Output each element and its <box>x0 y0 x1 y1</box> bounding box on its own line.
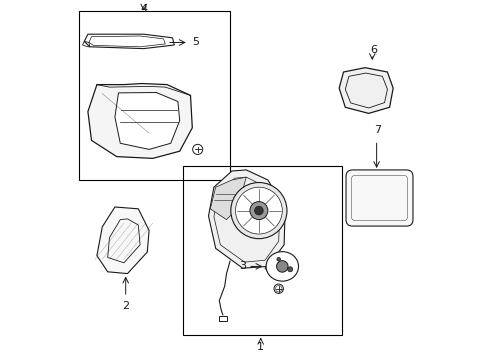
Polygon shape <box>210 177 246 220</box>
Polygon shape <box>88 84 192 158</box>
Circle shape <box>287 267 292 272</box>
Ellipse shape <box>265 252 298 281</box>
Bar <box>183 166 341 335</box>
Bar <box>359 89 370 96</box>
Polygon shape <box>208 170 285 268</box>
Circle shape <box>276 257 280 261</box>
Circle shape <box>192 144 203 154</box>
Text: 5: 5 <box>192 37 199 48</box>
Text: 7: 7 <box>373 125 381 135</box>
Circle shape <box>249 202 267 220</box>
Circle shape <box>254 206 263 215</box>
Circle shape <box>273 284 283 293</box>
Polygon shape <box>97 207 149 274</box>
Circle shape <box>230 183 286 239</box>
Text: 4: 4 <box>140 4 147 14</box>
Circle shape <box>276 261 287 272</box>
Bar <box>79 11 230 180</box>
Polygon shape <box>115 93 179 149</box>
Circle shape <box>235 187 282 234</box>
Polygon shape <box>339 68 392 113</box>
Text: 2: 2 <box>122 301 129 311</box>
Text: 6: 6 <box>370 45 377 55</box>
FancyBboxPatch shape <box>346 170 412 226</box>
Text: 1: 1 <box>257 342 264 352</box>
Text: 3: 3 <box>239 261 246 271</box>
Bar <box>218 316 227 321</box>
